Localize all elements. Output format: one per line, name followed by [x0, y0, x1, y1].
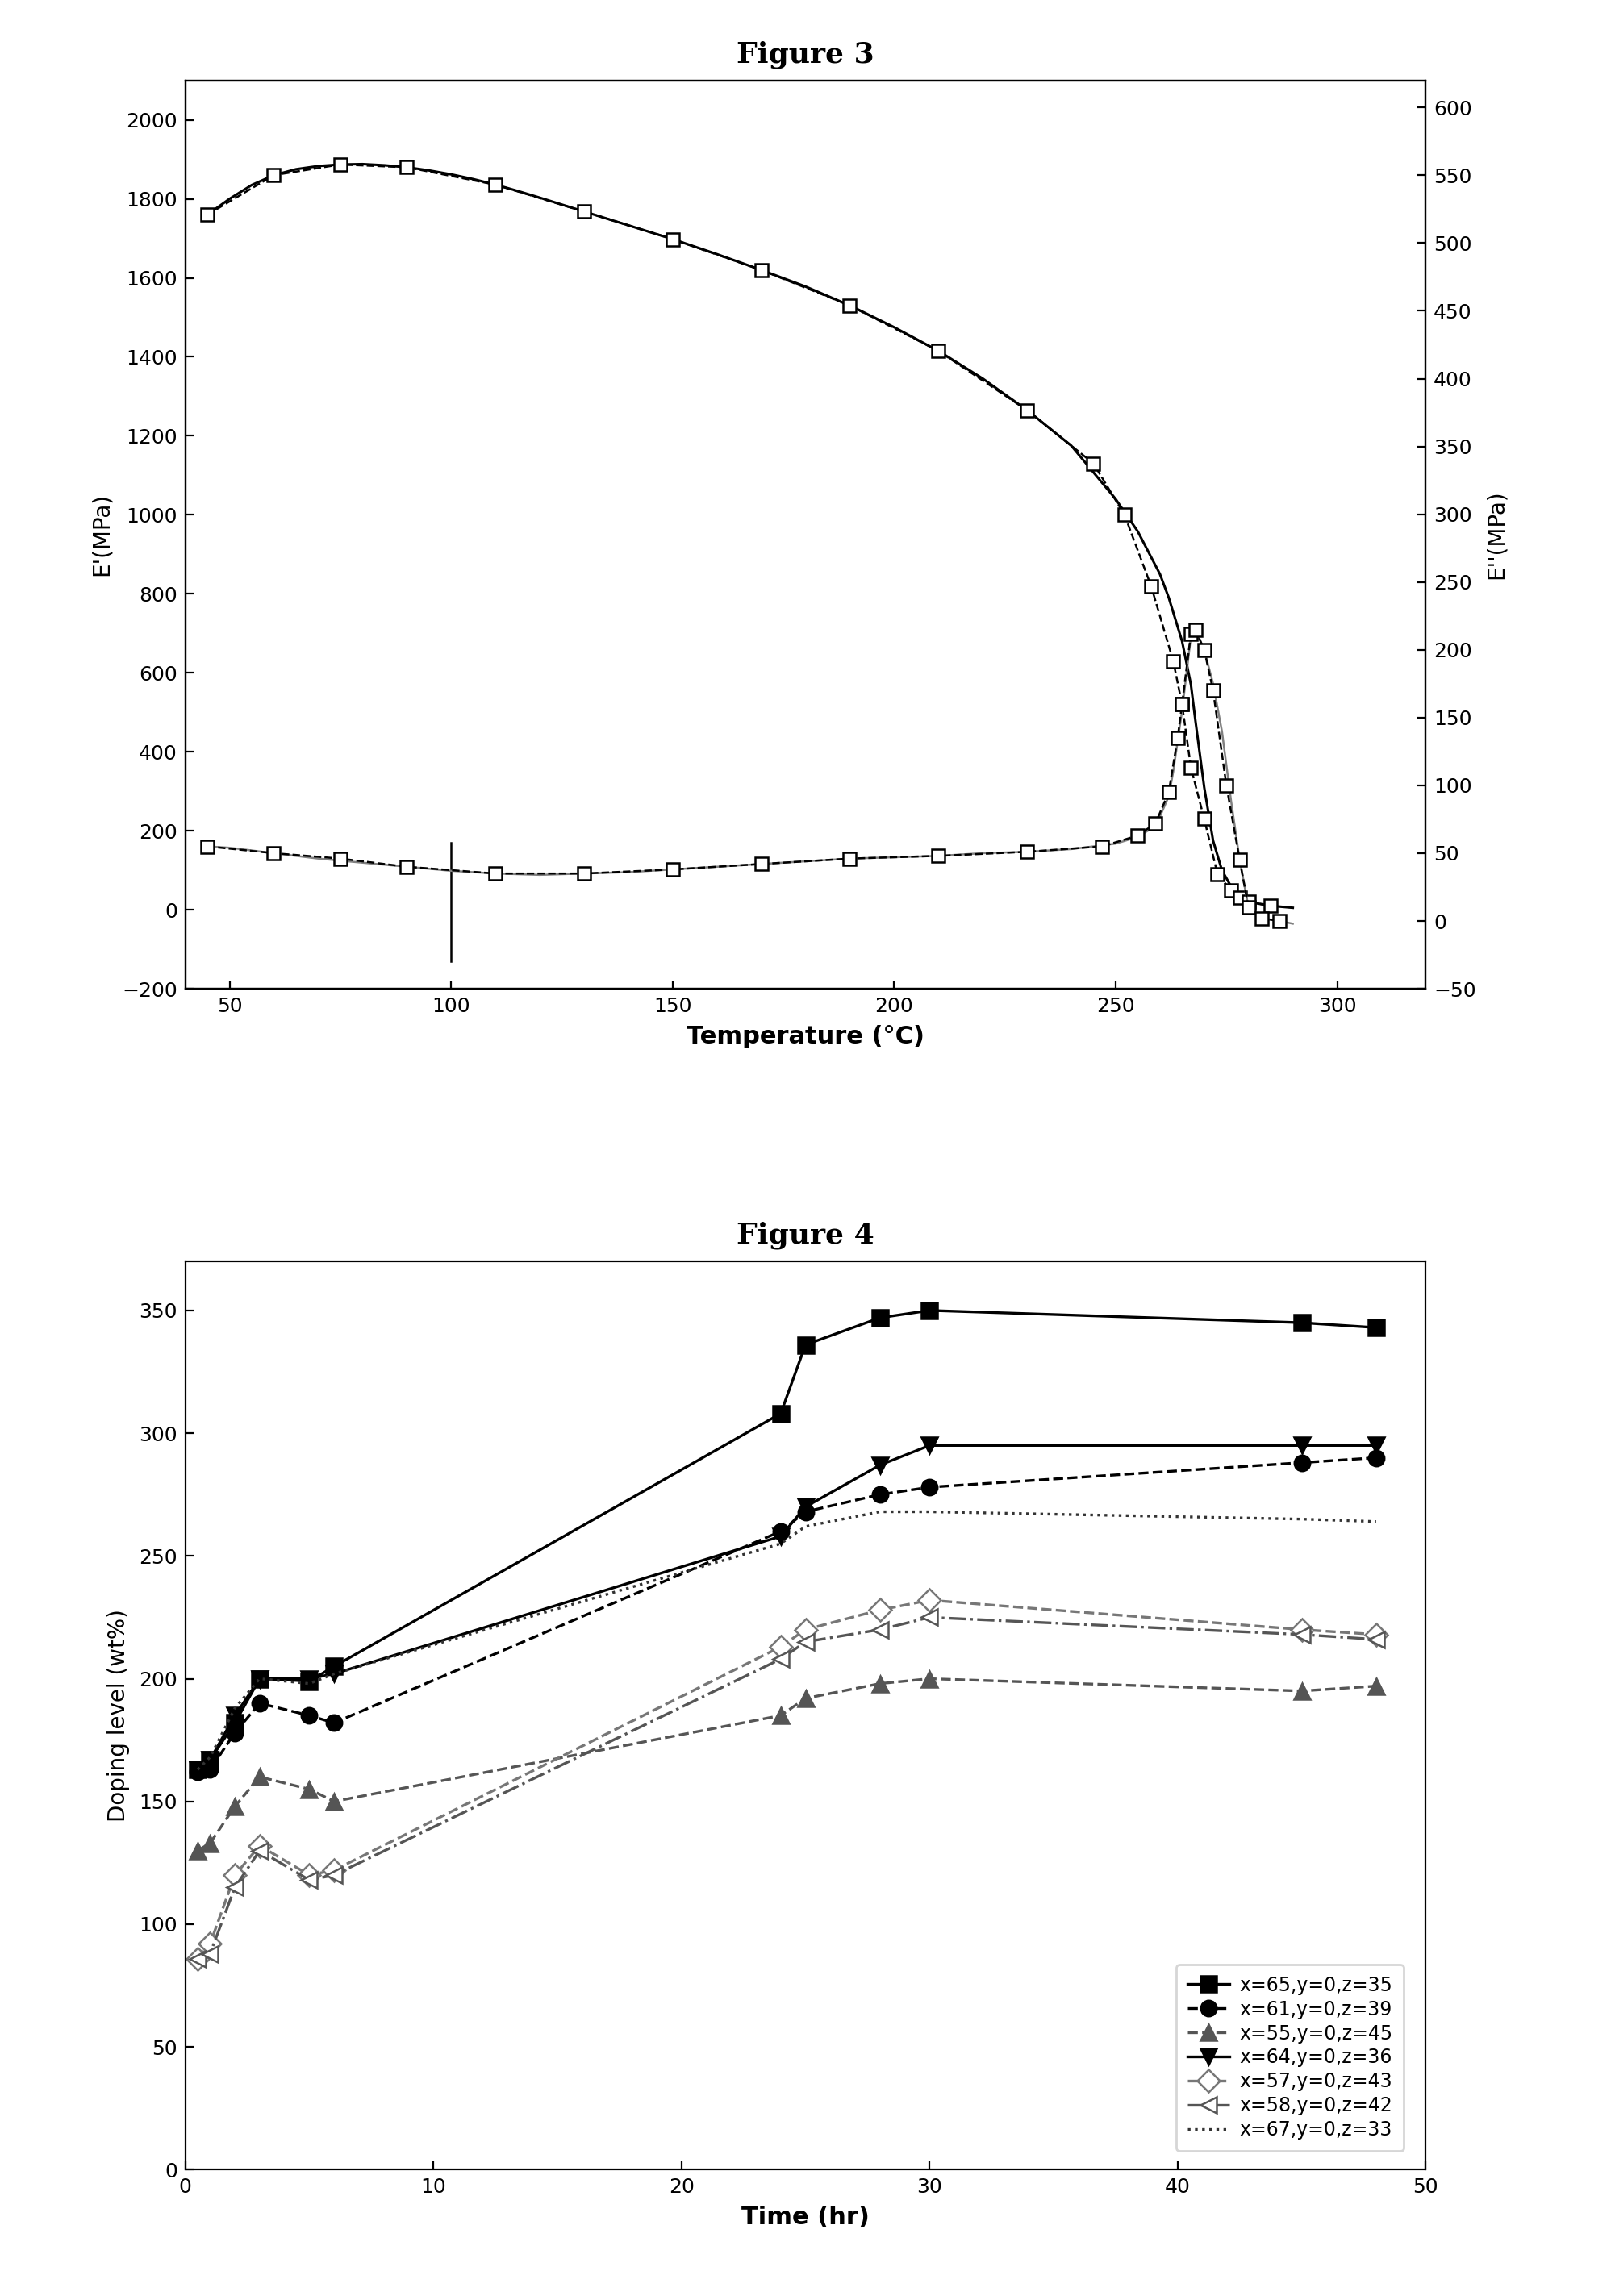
x=65,y=0,z=35 [796, 1332, 815, 1359]
x=55,y=0,z=45 [1292, 1676, 1311, 1704]
x=57,y=0,z=43 [250, 1832, 269, 1860]
Line: x=55,y=0,z=45: x=55,y=0,z=45 [190, 1671, 1384, 1857]
Y-axis label: Doping level (wt%): Doping level (wt%) [108, 1609, 130, 1823]
x=58,y=0,z=42 [200, 1940, 219, 1968]
Line: x=57,y=0,z=43: x=57,y=0,z=43 [190, 1593, 1384, 1965]
Line: x=58,y=0,z=42: x=58,y=0,z=42 [190, 1609, 1384, 1965]
x=58,y=0,z=42 [1366, 1626, 1385, 1653]
x=61,y=0,z=39 [796, 1497, 815, 1525]
x=64,y=0,z=36 [1366, 1433, 1385, 1460]
x=57,y=0,z=43 [772, 1632, 791, 1660]
x=57,y=0,z=43 [188, 1945, 208, 1972]
x=58,y=0,z=42 [250, 1837, 269, 1864]
x=55,y=0,z=45 [226, 1793, 245, 1821]
x=65,y=0,z=35 [1366, 1313, 1385, 1341]
Y-axis label: E''(MPa): E''(MPa) [1485, 489, 1508, 579]
x=61,y=0,z=39 [188, 1759, 208, 1786]
x=67,y=0,z=33 [870, 1497, 889, 1525]
x=67,y=0,z=33 [200, 1743, 219, 1770]
x=67,y=0,z=33 [300, 1669, 319, 1697]
x=55,y=0,z=45 [324, 1789, 343, 1816]
x=55,y=0,z=45 [300, 1775, 319, 1802]
x=57,y=0,z=43 [870, 1596, 889, 1623]
x=55,y=0,z=45 [772, 1701, 791, 1729]
x=57,y=0,z=43 [920, 1587, 939, 1614]
x=65,y=0,z=35 [226, 1708, 245, 1736]
x=64,y=0,z=36 [920, 1433, 939, 1460]
x=61,y=0,z=39 [226, 1720, 245, 1747]
x=64,y=0,z=36 [200, 1745, 219, 1773]
x=67,y=0,z=33 [772, 1529, 791, 1557]
x=57,y=0,z=43 [796, 1616, 815, 1644]
x=67,y=0,z=33 [226, 1694, 245, 1722]
Legend: x=65,y=0,z=35, x=61,y=0,z=39, x=55,y=0,z=45, x=64,y=0,z=36, x=57,y=0,z=43, x=58,: x=65,y=0,z=35, x=61,y=0,z=39, x=55,y=0,z… [1176, 1963, 1403, 2151]
Y-axis label: E'(MPa): E'(MPa) [90, 494, 113, 576]
x=65,y=0,z=35 [772, 1401, 791, 1428]
x=57,y=0,z=43 [1292, 1616, 1311, 1644]
x=55,y=0,z=45 [250, 1763, 269, 1791]
x=55,y=0,z=45 [1366, 1671, 1385, 1699]
X-axis label: Temperature (°C): Temperature (°C) [686, 1024, 925, 1049]
Title: Figure 3: Figure 3 [736, 41, 875, 69]
Title: Figure 4: Figure 4 [736, 1221, 875, 1249]
x=58,y=0,z=42 [772, 1646, 791, 1674]
x=64,y=0,z=36 [324, 1660, 343, 1688]
x=55,y=0,z=45 [920, 1665, 939, 1692]
x=61,y=0,z=39 [920, 1474, 939, 1502]
x=67,y=0,z=33 [324, 1660, 343, 1688]
x=58,y=0,z=42 [324, 1862, 343, 1890]
x=57,y=0,z=43 [300, 1862, 319, 1890]
x=58,y=0,z=42 [300, 1867, 319, 1894]
x=61,y=0,z=39 [1292, 1449, 1311, 1476]
x=61,y=0,z=39 [324, 1708, 343, 1736]
x=57,y=0,z=43 [200, 1931, 219, 1958]
x=65,y=0,z=35 [250, 1665, 269, 1692]
x=67,y=0,z=33 [1366, 1508, 1385, 1536]
x=67,y=0,z=33 [796, 1513, 815, 1541]
x=65,y=0,z=35 [200, 1745, 219, 1773]
x=65,y=0,z=35 [870, 1304, 889, 1332]
x=55,y=0,z=45 [796, 1685, 815, 1713]
x=61,y=0,z=39 [200, 1756, 219, 1784]
x=65,y=0,z=35 [300, 1667, 319, 1694]
Line: x=65,y=0,z=35: x=65,y=0,z=35 [190, 1302, 1384, 1777]
x=67,y=0,z=33 [920, 1497, 939, 1525]
x=65,y=0,z=35 [920, 1297, 939, 1325]
x=65,y=0,z=35 [1292, 1309, 1311, 1336]
x=58,y=0,z=42 [920, 1603, 939, 1630]
x=57,y=0,z=43 [324, 1857, 343, 1885]
Line: x=67,y=0,z=33: x=67,y=0,z=33 [198, 1511, 1376, 1770]
x=67,y=0,z=33 [188, 1756, 208, 1784]
x=58,y=0,z=42 [226, 1874, 245, 1901]
x=64,y=0,z=36 [796, 1492, 815, 1520]
X-axis label: Time (hr): Time (hr) [741, 2206, 870, 2229]
x=58,y=0,z=42 [870, 1616, 889, 1644]
x=64,y=0,z=36 [226, 1701, 245, 1729]
x=55,y=0,z=45 [200, 1830, 219, 1857]
x=57,y=0,z=43 [226, 1862, 245, 1890]
x=64,y=0,z=36 [870, 1451, 889, 1479]
x=61,y=0,z=39 [870, 1481, 889, 1508]
x=61,y=0,z=39 [772, 1518, 791, 1545]
x=64,y=0,z=36 [188, 1756, 208, 1784]
Line: x=64,y=0,z=36: x=64,y=0,z=36 [190, 1437, 1384, 1777]
x=61,y=0,z=39 [1366, 1444, 1385, 1472]
x=61,y=0,z=39 [250, 1690, 269, 1717]
x=64,y=0,z=36 [300, 1665, 319, 1692]
x=64,y=0,z=36 [1292, 1433, 1311, 1460]
x=58,y=0,z=42 [796, 1628, 815, 1655]
x=65,y=0,z=35 [324, 1653, 343, 1681]
x=57,y=0,z=43 [1366, 1621, 1385, 1649]
x=58,y=0,z=42 [188, 1945, 208, 1972]
x=67,y=0,z=33 [250, 1665, 269, 1692]
x=55,y=0,z=45 [188, 1837, 208, 1864]
x=64,y=0,z=36 [772, 1522, 791, 1550]
x=64,y=0,z=36 [250, 1665, 269, 1692]
x=65,y=0,z=35 [188, 1756, 208, 1784]
x=61,y=0,z=39 [300, 1701, 319, 1729]
x=55,y=0,z=45 [870, 1669, 889, 1697]
x=67,y=0,z=33 [1292, 1506, 1311, 1534]
Line: x=61,y=0,z=39: x=61,y=0,z=39 [190, 1449, 1384, 1779]
x=58,y=0,z=42 [1292, 1621, 1311, 1649]
